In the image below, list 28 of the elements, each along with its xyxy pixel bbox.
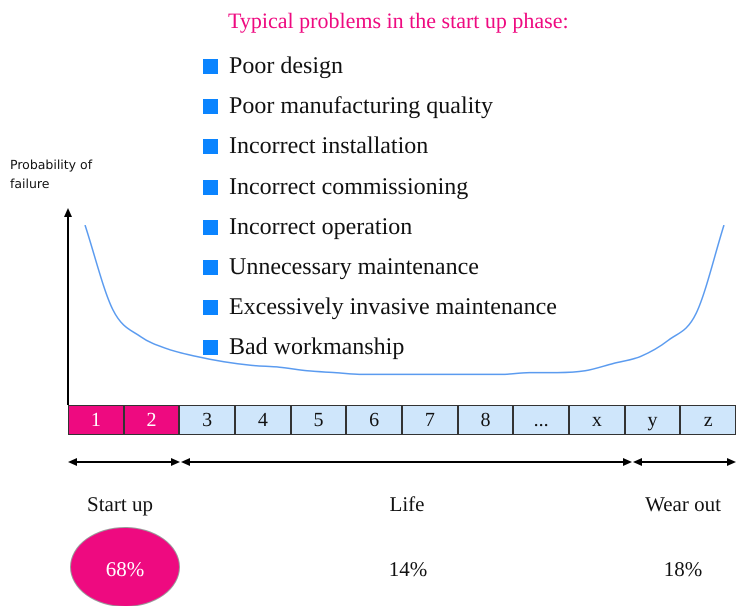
text: 18% [662, 557, 704, 582]
text: 6 [369, 409, 380, 431]
annotation: Excessively invasive maintenance [229, 293, 557, 322]
text: 7 [424, 409, 435, 431]
text: 8 [480, 409, 490, 431]
text: 2 [146, 409, 156, 431]
text: 68% [104, 557, 146, 582]
y-axis-title: Probability of failure [10, 156, 94, 193]
text: 1 [90, 409, 101, 431]
text: z [704, 409, 713, 431]
text: y [647, 409, 658, 431]
text: Incorrect installation [229, 132, 428, 162]
annotation: Unnecessary maintenance [229, 253, 479, 282]
text: Life [388, 492, 426, 517]
text: ... [534, 409, 549, 431]
annotation: Bad workmanship [229, 333, 404, 362]
annotation: Incorrect operation [229, 212, 412, 242]
text: Wear out [644, 492, 722, 517]
text: 3 [202, 409, 212, 431]
chart-title: Typical problems in the start up phase: [228, 8, 569, 34]
text: Incorrect commissioning [229, 172, 468, 202]
text: 14% [388, 557, 428, 582]
text: x [592, 409, 602, 431]
text: 5 [313, 409, 324, 431]
text: Poor manufacturing quality [229, 92, 493, 122]
text: Poor design [229, 52, 343, 81]
text: Start up [86, 492, 154, 517]
text: 4 [258, 409, 268, 431]
